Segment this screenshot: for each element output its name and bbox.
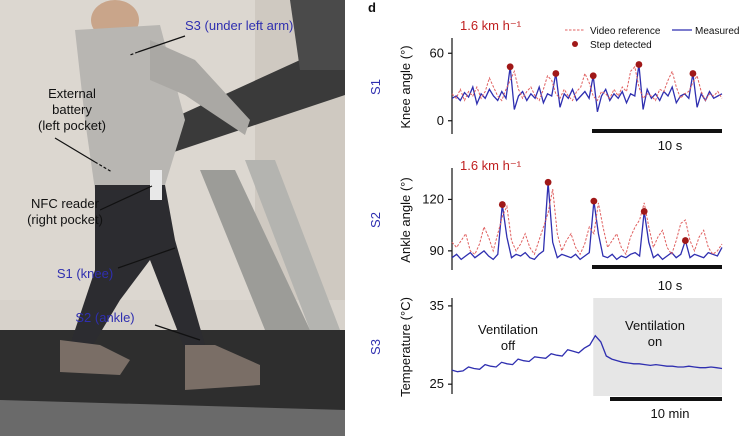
legend-measured-label: Measured	[695, 26, 739, 37]
s2-ytick-label: 90	[430, 243, 444, 258]
legend-step-label: Step detected	[590, 40, 652, 51]
s1-label: S1 (knee)	[57, 266, 113, 281]
s2-reference-line	[451, 189, 723, 256]
s1-ytick-label: 0	[437, 113, 444, 128]
s1-reference-line	[451, 65, 723, 102]
nfc-label-line1: NFC reader	[31, 196, 100, 211]
person-legs	[70, 185, 205, 350]
s3-sensor-tag: S3	[368, 339, 383, 355]
s3-ylabel: Temperature (°C)	[398, 297, 413, 397]
battery-label-line3: (left pocket)	[38, 118, 106, 133]
s2-step-marker	[544, 178, 552, 186]
ventilation-off-label-line2: off	[501, 338, 516, 353]
s2-label: S2 (ankle)	[75, 310, 134, 325]
left-shoe	[60, 340, 130, 375]
sensor-charts: d 0 60 Knee angle (°) S1 1.6 km h⁻¹ Video ref…	[368, 0, 739, 421]
s1-ylabel: Knee angle (°)	[398, 45, 413, 128]
s2-step-marker	[640, 208, 648, 215]
treadmill-upright	[200, 170, 310, 330]
s2-speed-label: 1.6 km h⁻¹	[460, 158, 522, 173]
nfc-reader-device	[150, 170, 162, 200]
battery-pointer-dash	[94, 161, 113, 173]
s3-label: S3 (under left arm)	[185, 18, 293, 33]
s1-pointer-line	[117, 247, 176, 269]
s2-step-marker	[681, 237, 689, 244]
s2-measured-line	[451, 182, 723, 261]
ventilation-off-label-line1: Ventilation	[478, 322, 538, 337]
nfc-label-line2: (right pocket)	[27, 212, 103, 227]
s1-ytick-label: 60	[430, 45, 444, 60]
s2-ytick-label: 120	[422, 191, 444, 206]
s1-step-marker	[635, 61, 643, 68]
nfc-pointer-line	[99, 185, 153, 211]
s2-step-marker	[498, 201, 506, 208]
s1-step-marker	[589, 72, 597, 80]
s1-sensor-tag: S1	[368, 79, 383, 95]
legend-step-swatch	[572, 41, 578, 47]
chart-root: 0 60 Knee angle (°) S1 1.6 km h⁻¹ Video refer…	[368, 18, 739, 421]
s2-pointer-line	[154, 324, 201, 341]
s2-step-marker	[590, 197, 598, 205]
treadmill-photo: S3 (under left arm) External battery (le…	[0, 0, 345, 436]
battery-pointer-line	[54, 137, 96, 163]
battery-label-line2: battery	[52, 102, 92, 117]
battery-label-line1: External	[48, 86, 96, 101]
ventilation-on-label-line2: on	[648, 334, 662, 349]
panel-letter: d	[368, 0, 376, 15]
ventilation-on-label-line1: Ventilation	[625, 318, 685, 333]
s1-step-marker	[689, 70, 697, 77]
s2-scale-bar-label: 10 s	[658, 278, 683, 293]
s2-ylabel: Ankle angle (°)	[398, 177, 413, 262]
s1-measured-line	[451, 64, 723, 112]
s3-ytick-label: 25	[430, 376, 444, 391]
treadmill-upright-right	[245, 160, 340, 330]
s1-step-marker	[552, 70, 560, 77]
ventilation-on-shade	[593, 298, 722, 396]
s1-scale-bar-label: 10 s	[658, 138, 683, 153]
treadmill-deck-edge	[0, 400, 345, 436]
s3-pointer-dash	[129, 51, 139, 56]
treadmill-console	[290, 0, 345, 70]
s2-sensor-tag: S2	[368, 212, 383, 228]
person-arm	[150, 40, 250, 135]
s3-scale-bar-label: 10 min	[650, 406, 689, 421]
s1-step-marker	[506, 63, 514, 71]
s3-pointer-line	[137, 35, 186, 53]
right-shoe	[185, 345, 260, 390]
s3-ytick-label: 35	[430, 298, 444, 313]
s1-speed-label: 1.6 km h⁻¹	[460, 18, 522, 33]
s3-measured-line	[451, 334, 723, 373]
legend-reference-label: Video reference	[590, 26, 661, 37]
